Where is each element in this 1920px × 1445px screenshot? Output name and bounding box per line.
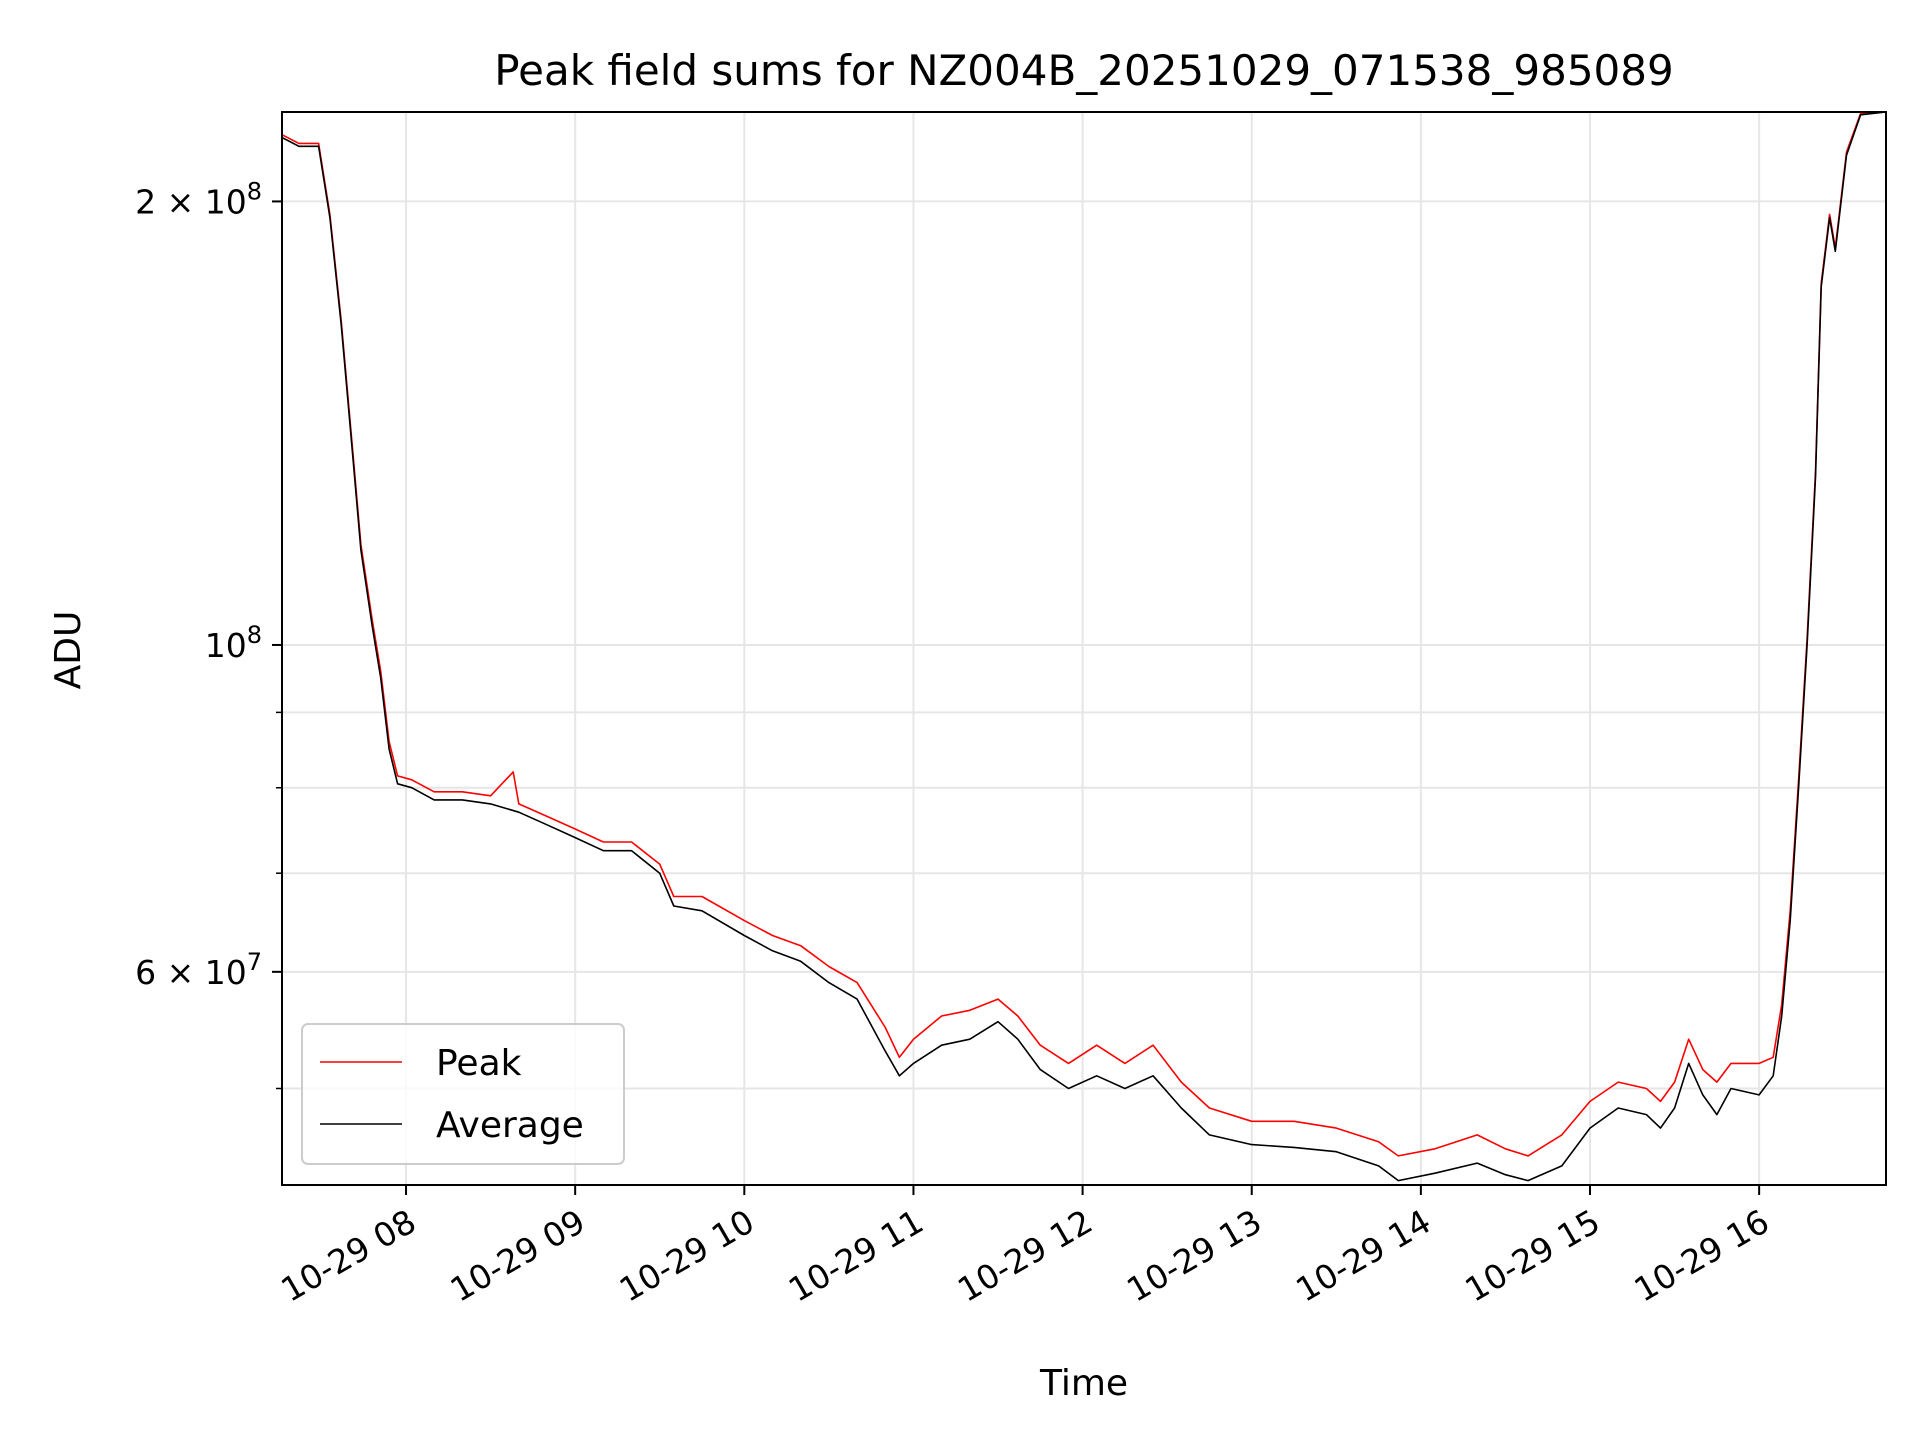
legend: Peak Average <box>301 1023 625 1165</box>
series-line-average <box>281 111 1887 1182</box>
series-line-peak <box>281 111 1887 1157</box>
y-tick-label: 6 × 107 <box>135 948 262 992</box>
grid <box>282 112 1886 1185</box>
legend-label-peak: Peak <box>436 1043 522 1084</box>
legend-label-average: Average <box>436 1105 584 1146</box>
x-axis-title: Time <box>1039 1363 1128 1404</box>
plot-frame <box>281 111 1887 1186</box>
series-layer <box>281 111 1887 1182</box>
y-tick-label: 2 × 108 <box>135 177 262 221</box>
y-axis-title: ADU <box>48 611 89 690</box>
legend-box <box>301 1023 625 1165</box>
chart-title: Peak field sums for NZ004B_20251029_0715… <box>494 46 1673 95</box>
